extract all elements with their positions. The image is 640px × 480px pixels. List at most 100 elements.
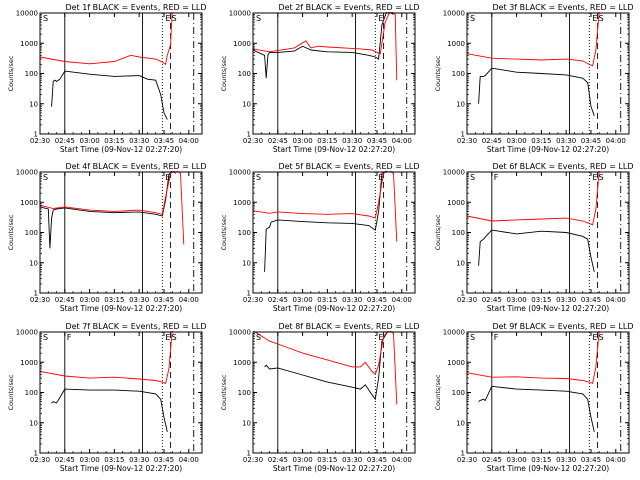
- x-tick-label: 03:15: [317, 296, 337, 304]
- chart-title: Det 4f BLACK = Events, RED = LLD: [65, 162, 206, 171]
- y-axis-label: Counts/sec: [220, 214, 228, 250]
- y-tick-label: 100: [25, 389, 38, 397]
- y-tick-label: 10: [29, 100, 38, 108]
- x-tick-label: 03:30: [556, 456, 576, 464]
- y-tick-label: 10: [242, 259, 251, 267]
- y-tick-label: 1000: [233, 40, 251, 48]
- x-tick-label: 04:00: [179, 456, 199, 464]
- flag-label: F: [494, 333, 499, 342]
- x-tick-label: 03:45: [154, 137, 174, 145]
- x-tick-label: 03:15: [531, 456, 551, 464]
- x-tick-label: 02:30: [243, 137, 263, 145]
- y-tick-label: 1000: [447, 199, 465, 207]
- y-tick-label: 1000: [233, 199, 251, 207]
- y-tick-label: 10000: [16, 329, 38, 337]
- series-line: [253, 171, 398, 242]
- x-tick-label: 02:30: [30, 456, 50, 464]
- x-tick-label: 02:45: [482, 456, 502, 464]
- x-tick-label: 04:00: [179, 137, 199, 145]
- y-tick-label: 10: [242, 419, 251, 427]
- x-tick-label: 02:30: [457, 137, 477, 145]
- x-tick-label: 04:00: [606, 296, 626, 304]
- chart-title: Det 8f BLACK = Events, RED = LLD: [278, 322, 419, 331]
- x-tick-label: 03:00: [292, 137, 312, 145]
- y-tick-label: 10: [456, 259, 465, 267]
- flag-label: S: [172, 333, 177, 342]
- chart-panel: Det 4f BLACK = Events, RED = LLD 1 10 100 10…: [7, 162, 207, 313]
- flag-label: S: [470, 14, 475, 23]
- x-tick-label: 03:00: [292, 456, 312, 464]
- flag-label: F: [494, 173, 499, 182]
- x-tick-label: 03:00: [292, 296, 312, 304]
- y-tick-label: 10: [456, 419, 465, 427]
- x-tick-label: 04:00: [392, 296, 412, 304]
- chart-panel: Det 5f BLACK = Events, RED = LLD 1 10 100 10…: [220, 162, 420, 313]
- y-tick-label: 10000: [16, 10, 38, 18]
- x-axis-label: Start Time (09-Nov-12 02:27:20): [60, 145, 182, 154]
- y-tick-label: 10000: [443, 329, 465, 337]
- y-tick-label: 1: [461, 131, 465, 139]
- plot-frame: [466, 331, 630, 454]
- x-tick-label: 04:00: [392, 456, 412, 464]
- series-line: [51, 70, 168, 120]
- y-axis-label: Counts/sec: [434, 55, 442, 91]
- chart-panel: Det 2f BLACK = Events, RED = LLD 1 10 100 10…: [220, 3, 420, 154]
- flag-label: S: [172, 14, 177, 23]
- y-tick-label: 1000: [20, 199, 38, 207]
- chart-title: Det 6f BLACK = Events, RED = LLD: [492, 162, 633, 171]
- chart-panel: Det 3f BLACK = Events, RED = LLD 1 10 100 10…: [434, 3, 634, 154]
- y-tick-label: 10: [456, 100, 465, 108]
- y-tick-label: 100: [452, 389, 465, 397]
- x-tick-label: 02:45: [482, 296, 502, 304]
- x-tick-label: 02:30: [243, 456, 263, 464]
- y-tick-label: 10000: [443, 169, 465, 177]
- chart-title: Det 2f BLACK = Events, RED = LLD: [278, 3, 419, 12]
- x-axis-label: Start Time (09-Nov-12 02:27:20): [273, 464, 395, 473]
- x-tick-label: 04:00: [606, 137, 626, 145]
- series-line: [467, 331, 600, 385]
- y-tick-label: 100: [238, 229, 251, 237]
- series-line: [264, 331, 394, 401]
- plot-frame: [252, 331, 416, 454]
- flag-label: S: [599, 173, 604, 182]
- x-tick-label: 04:00: [606, 456, 626, 464]
- flag-label: F: [67, 333, 72, 342]
- chart-title: Det 7f BLACK = Events, RED = LLD: [65, 322, 206, 331]
- x-tick-label: 02:45: [55, 296, 75, 304]
- x-tick-label: 03:45: [154, 296, 174, 304]
- x-tick-label: 03:00: [506, 137, 526, 145]
- plot-frame: [39, 12, 203, 135]
- y-axis-label: Counts/sec: [434, 214, 442, 250]
- y-tick-label: 1: [34, 131, 38, 139]
- y-tick-label: 10: [29, 419, 38, 427]
- plot-frame: [39, 171, 203, 294]
- series-line: [467, 171, 600, 226]
- x-tick-label: 03:00: [79, 137, 99, 145]
- flag-label: E: [165, 333, 170, 342]
- y-tick-label: 1: [247, 290, 251, 298]
- x-tick-label: 03:30: [556, 137, 576, 145]
- y-tick-label: 1: [34, 290, 38, 298]
- x-tick-label: 03:15: [104, 296, 124, 304]
- x-tick-label: 02:45: [268, 137, 288, 145]
- x-tick-label: 02:30: [243, 296, 263, 304]
- x-axis-label: Start Time (09-Nov-12 02:27:20): [487, 464, 609, 473]
- x-tick-label: 02:45: [55, 456, 75, 464]
- y-tick-label: 10000: [443, 10, 465, 18]
- y-tick-label: 1: [461, 450, 465, 458]
- series-line: [264, 171, 394, 272]
- x-tick-label: 03:30: [129, 137, 149, 145]
- x-tick-label: 02:45: [55, 137, 75, 145]
- chart-panel: Det 1f BLACK = Events, RED = LLD 1 10 100 10…: [7, 3, 207, 154]
- series-line: [40, 331, 173, 385]
- plot-frame: [39, 331, 203, 454]
- series-line: [478, 385, 595, 432]
- flag-label: S: [43, 333, 48, 342]
- x-tick-label: 03:15: [531, 296, 551, 304]
- y-tick-label: 1000: [447, 359, 465, 367]
- x-axis-label: Start Time (09-Nov-12 02:27:20): [487, 304, 609, 313]
- y-axis-label: Counts/sec: [7, 214, 15, 250]
- x-tick-label: 03:15: [531, 137, 551, 145]
- flag-label: E: [165, 14, 170, 23]
- x-tick-label: 02:45: [482, 137, 502, 145]
